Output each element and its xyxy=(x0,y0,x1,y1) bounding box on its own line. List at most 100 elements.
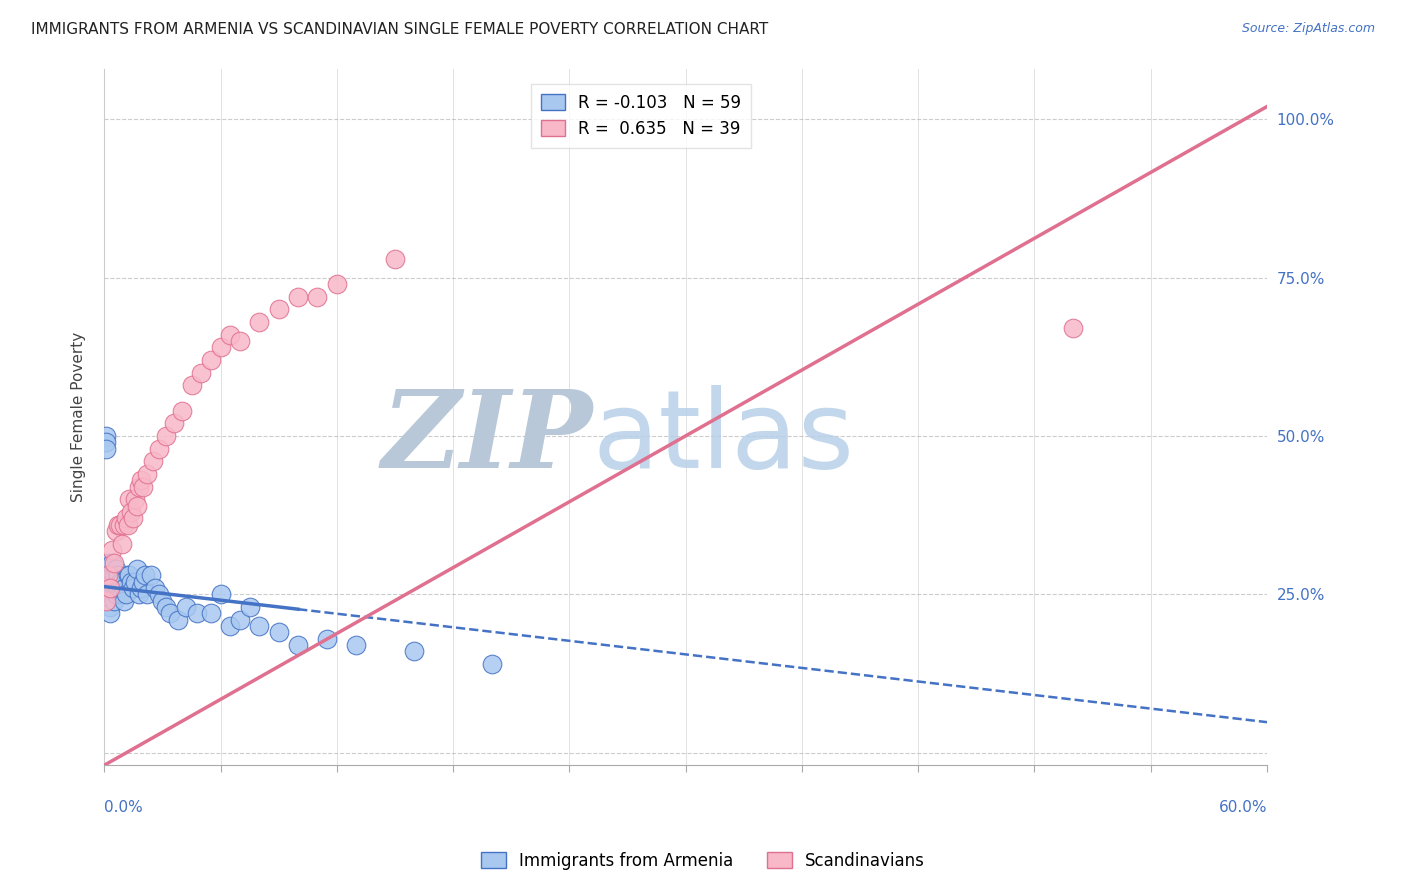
Point xyxy=(104,524,127,538)
Point xyxy=(209,340,232,354)
Point xyxy=(159,606,181,620)
Point xyxy=(117,568,139,582)
Point xyxy=(97,568,120,582)
Point xyxy=(200,606,222,620)
Point xyxy=(219,327,242,342)
Point xyxy=(101,574,124,589)
Point xyxy=(127,499,149,513)
Point xyxy=(132,574,155,589)
Point xyxy=(143,581,166,595)
Point xyxy=(103,556,125,570)
Point xyxy=(112,517,135,532)
Point xyxy=(120,574,142,589)
Point xyxy=(200,352,222,367)
Point xyxy=(128,479,150,493)
Point xyxy=(167,613,190,627)
Point xyxy=(129,581,152,595)
Point xyxy=(307,289,329,303)
Point xyxy=(129,473,152,487)
Point xyxy=(98,581,121,595)
Point xyxy=(98,587,121,601)
Text: 60.0%: 60.0% xyxy=(1219,800,1267,815)
Point xyxy=(108,517,131,532)
Point xyxy=(111,536,134,550)
Point xyxy=(180,378,202,392)
Point xyxy=(174,599,197,614)
Point xyxy=(124,492,146,507)
Point xyxy=(132,479,155,493)
Point xyxy=(136,467,159,481)
Point xyxy=(118,492,141,507)
Point xyxy=(120,505,142,519)
Point xyxy=(114,511,136,525)
Point xyxy=(267,302,290,317)
Point xyxy=(101,542,124,557)
Point xyxy=(152,593,174,607)
Point xyxy=(247,619,270,633)
Point xyxy=(98,599,121,614)
Text: Source: ZipAtlas.com: Source: ZipAtlas.com xyxy=(1241,22,1375,36)
Point xyxy=(170,403,193,417)
Point xyxy=(404,644,426,658)
Point xyxy=(104,574,127,589)
Point xyxy=(112,581,135,595)
Point xyxy=(104,587,127,601)
Point xyxy=(186,606,208,620)
Point xyxy=(122,511,145,525)
Point xyxy=(101,568,124,582)
Legend: R = -0.103   N = 59, R =  0.635   N = 39: R = -0.103 N = 59, R = 0.635 N = 39 xyxy=(531,84,751,148)
Point xyxy=(481,657,503,671)
Text: ZIP: ZIP xyxy=(381,384,593,491)
Point xyxy=(107,517,129,532)
Point xyxy=(247,315,270,329)
Point xyxy=(101,556,124,570)
Point xyxy=(155,429,177,443)
Point xyxy=(155,599,177,614)
Point xyxy=(326,277,349,291)
Point xyxy=(229,613,252,627)
Point xyxy=(122,581,145,595)
Point xyxy=(287,638,309,652)
Point xyxy=(96,442,118,456)
Point xyxy=(1062,321,1084,335)
Y-axis label: Single Female Poverty: Single Female Poverty xyxy=(72,332,86,502)
Point xyxy=(107,568,129,582)
Point xyxy=(344,638,367,652)
Point xyxy=(229,334,252,348)
Text: atlas: atlas xyxy=(593,384,855,491)
Point xyxy=(190,366,212,380)
Point xyxy=(118,568,141,582)
Point xyxy=(96,435,118,450)
Point xyxy=(134,568,156,582)
Point xyxy=(111,574,134,589)
Point xyxy=(108,587,131,601)
Point xyxy=(104,562,127,576)
Point xyxy=(239,599,262,614)
Point xyxy=(287,289,309,303)
Point xyxy=(127,562,149,576)
Point xyxy=(124,574,146,589)
Text: IMMIGRANTS FROM ARMENIA VS SCANDINAVIAN SINGLE FEMALE POVERTY CORRELATION CHART: IMMIGRANTS FROM ARMENIA VS SCANDINAVIAN … xyxy=(31,22,768,37)
Point xyxy=(98,606,121,620)
Point xyxy=(384,252,406,266)
Point xyxy=(108,574,131,589)
Point xyxy=(111,587,134,601)
Point xyxy=(219,619,242,633)
Point xyxy=(112,593,135,607)
Point xyxy=(267,625,290,640)
Legend: Immigrants from Armenia, Scandinavians: Immigrants from Armenia, Scandinavians xyxy=(474,846,932,877)
Point xyxy=(97,581,120,595)
Point xyxy=(316,632,339,646)
Point xyxy=(128,587,150,601)
Point xyxy=(107,581,129,595)
Point xyxy=(97,568,120,582)
Point xyxy=(209,587,232,601)
Point xyxy=(139,568,162,582)
Point xyxy=(97,556,120,570)
Point xyxy=(148,587,170,601)
Point xyxy=(142,454,165,468)
Point xyxy=(117,517,139,532)
Point xyxy=(163,416,186,430)
Text: 0.0%: 0.0% xyxy=(104,800,143,815)
Point xyxy=(103,568,125,582)
